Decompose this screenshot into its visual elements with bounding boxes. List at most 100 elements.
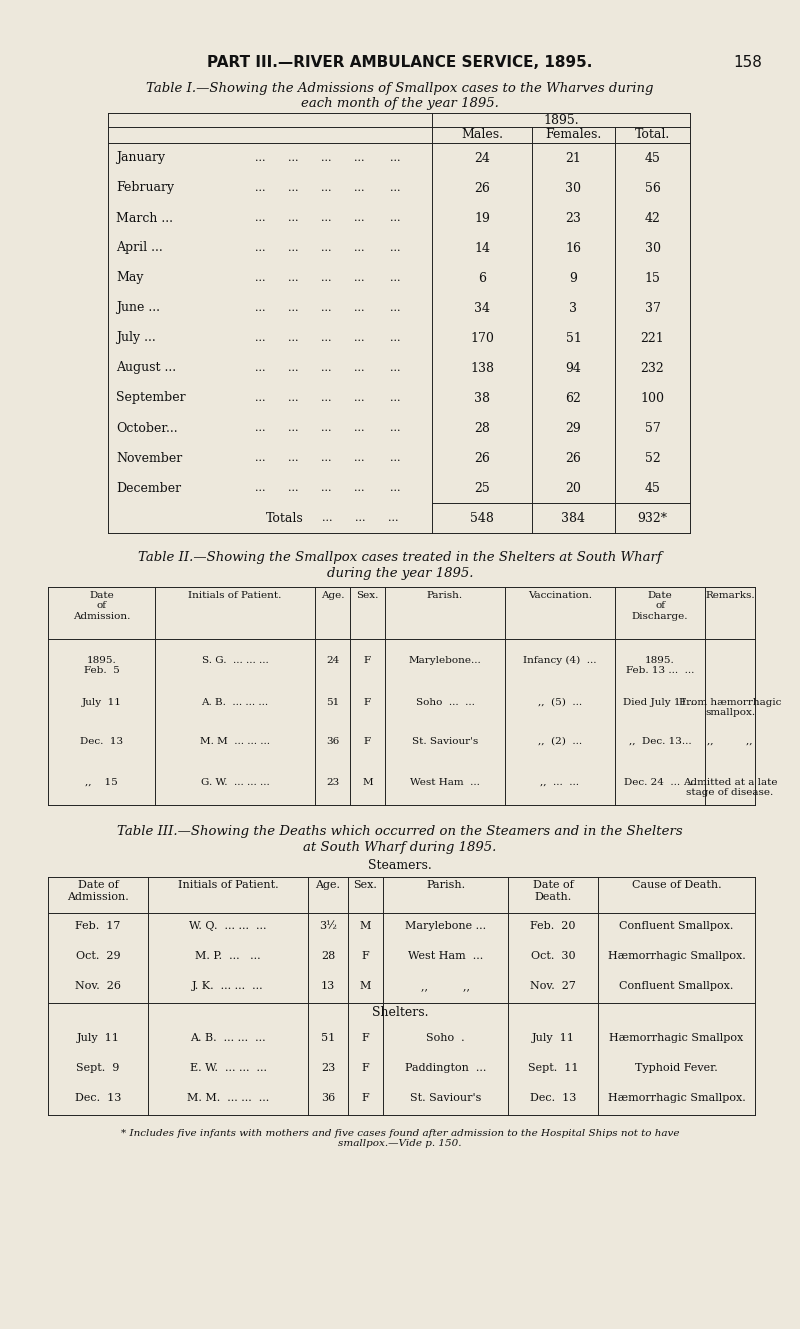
Text: ...: ... [321, 363, 331, 373]
Text: ...: ... [288, 363, 298, 373]
Text: Soho  .: Soho . [426, 1033, 465, 1043]
Text: F: F [362, 1063, 370, 1073]
Text: 158: 158 [734, 54, 762, 70]
Text: Nov.  26: Nov. 26 [75, 981, 121, 991]
Text: F: F [362, 1092, 370, 1103]
Text: F: F [364, 738, 371, 746]
Text: ...: ... [288, 303, 298, 314]
Text: Initials of Patient.: Initials of Patient. [178, 880, 278, 890]
Text: 138: 138 [470, 361, 494, 375]
Text: ...: ... [254, 482, 266, 493]
Text: ...: ... [288, 272, 298, 283]
Text: ,,          ,,: ,, ,, [421, 981, 470, 991]
Text: M: M [360, 921, 371, 932]
Text: 45: 45 [645, 481, 661, 494]
Text: ...: ... [390, 393, 400, 403]
Text: West Ham  ...: West Ham ... [410, 777, 480, 787]
Text: ...: ... [321, 243, 331, 253]
Text: 37: 37 [645, 302, 661, 315]
Text: E. W.  ... ...  ...: E. W. ... ... ... [190, 1063, 266, 1073]
Text: ...: ... [354, 153, 364, 163]
Text: 3: 3 [570, 302, 578, 315]
Text: ...: ... [354, 272, 364, 283]
Text: Dec.  13: Dec. 13 [75, 1092, 121, 1103]
Text: July  11: July 11 [82, 698, 122, 707]
Text: 26: 26 [474, 452, 490, 465]
Text: Date
of
Admission.: Date of Admission. [73, 591, 130, 621]
Text: ...: ... [390, 272, 400, 283]
Text: A. B.  ... ...  ...: A. B. ... ... ... [190, 1033, 266, 1043]
Text: during the year 1895.: during the year 1895. [326, 567, 474, 579]
Text: Table III.—Showing the Deaths which occurred on the Steamers and in the Shelters: Table III.—Showing the Deaths which occu… [117, 825, 683, 839]
Text: Females.: Females. [546, 128, 602, 141]
Text: ,,    15: ,, 15 [85, 777, 118, 787]
Text: Cause of Death.: Cause of Death. [632, 880, 722, 890]
Text: 100: 100 [641, 392, 665, 404]
Text: ...: ... [254, 213, 266, 223]
Text: ...: ... [288, 393, 298, 403]
Text: ...: ... [354, 482, 364, 493]
Text: 1895.
Feb.  5: 1895. Feb. 5 [84, 657, 119, 675]
Text: ...: ... [288, 482, 298, 493]
Text: ...: ... [254, 393, 266, 403]
Text: ...: ... [354, 243, 364, 253]
Text: Parish.: Parish. [427, 591, 463, 599]
Text: April ...: April ... [116, 242, 162, 254]
Text: Soho  ...  ...: Soho ... ... [415, 698, 474, 707]
Text: 62: 62 [566, 392, 582, 404]
Text: 14: 14 [474, 242, 490, 254]
Text: 13: 13 [321, 981, 335, 991]
Text: August ...: August ... [116, 361, 176, 375]
Text: ...: ... [254, 272, 266, 283]
Text: ...: ... [321, 453, 331, 462]
Text: ...: ... [354, 334, 364, 343]
Text: A. B.  ... ... ...: A. B. ... ... ... [202, 698, 269, 707]
Text: 45: 45 [645, 152, 661, 165]
Text: ...: ... [390, 183, 400, 193]
Text: July ...: July ... [116, 331, 156, 344]
Text: 36: 36 [326, 738, 339, 746]
Text: ...: ... [321, 303, 331, 314]
Text: ,,  (2)  ...: ,, (2) ... [538, 738, 582, 746]
Text: 57: 57 [645, 421, 660, 435]
Text: Hæmorrhagic Smallpox.: Hæmorrhagic Smallpox. [608, 1092, 746, 1103]
Text: 170: 170 [470, 331, 494, 344]
Text: Date
of
Discharge.: Date of Discharge. [632, 591, 688, 621]
Text: ...: ... [254, 363, 266, 373]
Text: Totals: Totals [266, 512, 304, 525]
Text: F: F [364, 657, 371, 664]
Text: 932*: 932* [638, 512, 667, 525]
Text: ...: ... [354, 513, 366, 524]
Text: Remarks.: Remarks. [705, 591, 755, 599]
Text: Vaccination.: Vaccination. [528, 591, 592, 599]
Text: Sex.: Sex. [356, 591, 378, 599]
Text: ...: ... [288, 183, 298, 193]
Text: 24: 24 [474, 152, 490, 165]
Text: W. Q.  ... ...  ...: W. Q. ... ... ... [190, 921, 266, 932]
Text: 16: 16 [566, 242, 582, 254]
Text: 94: 94 [566, 361, 582, 375]
Text: 29: 29 [566, 421, 582, 435]
Text: ...: ... [254, 183, 266, 193]
Text: January: January [116, 152, 165, 165]
Text: 34: 34 [474, 302, 490, 315]
Text: 23: 23 [321, 1063, 335, 1073]
Text: July  11: July 11 [77, 1033, 119, 1043]
Text: ,,  Dec. 13...: ,, Dec. 13... [629, 738, 691, 746]
Text: 384: 384 [562, 512, 586, 525]
Text: M. M.  ... ...  ...: M. M. ... ... ... [187, 1092, 269, 1103]
Text: F: F [362, 1033, 370, 1043]
Text: Died July 11...: Died July 11... [623, 698, 697, 707]
Text: ...: ... [254, 303, 266, 314]
Text: ...: ... [254, 243, 266, 253]
Text: 30: 30 [645, 242, 661, 254]
Text: ...: ... [254, 153, 266, 163]
Text: ...: ... [390, 423, 400, 433]
Text: M. M  ... ... ...: M. M ... ... ... [200, 738, 270, 746]
Text: Paddington  ...: Paddington ... [405, 1063, 486, 1073]
Text: Sex.: Sex. [354, 880, 378, 890]
Text: 36: 36 [321, 1092, 335, 1103]
Text: F: F [364, 698, 371, 707]
Text: ...: ... [321, 213, 331, 223]
Text: ...: ... [354, 363, 364, 373]
